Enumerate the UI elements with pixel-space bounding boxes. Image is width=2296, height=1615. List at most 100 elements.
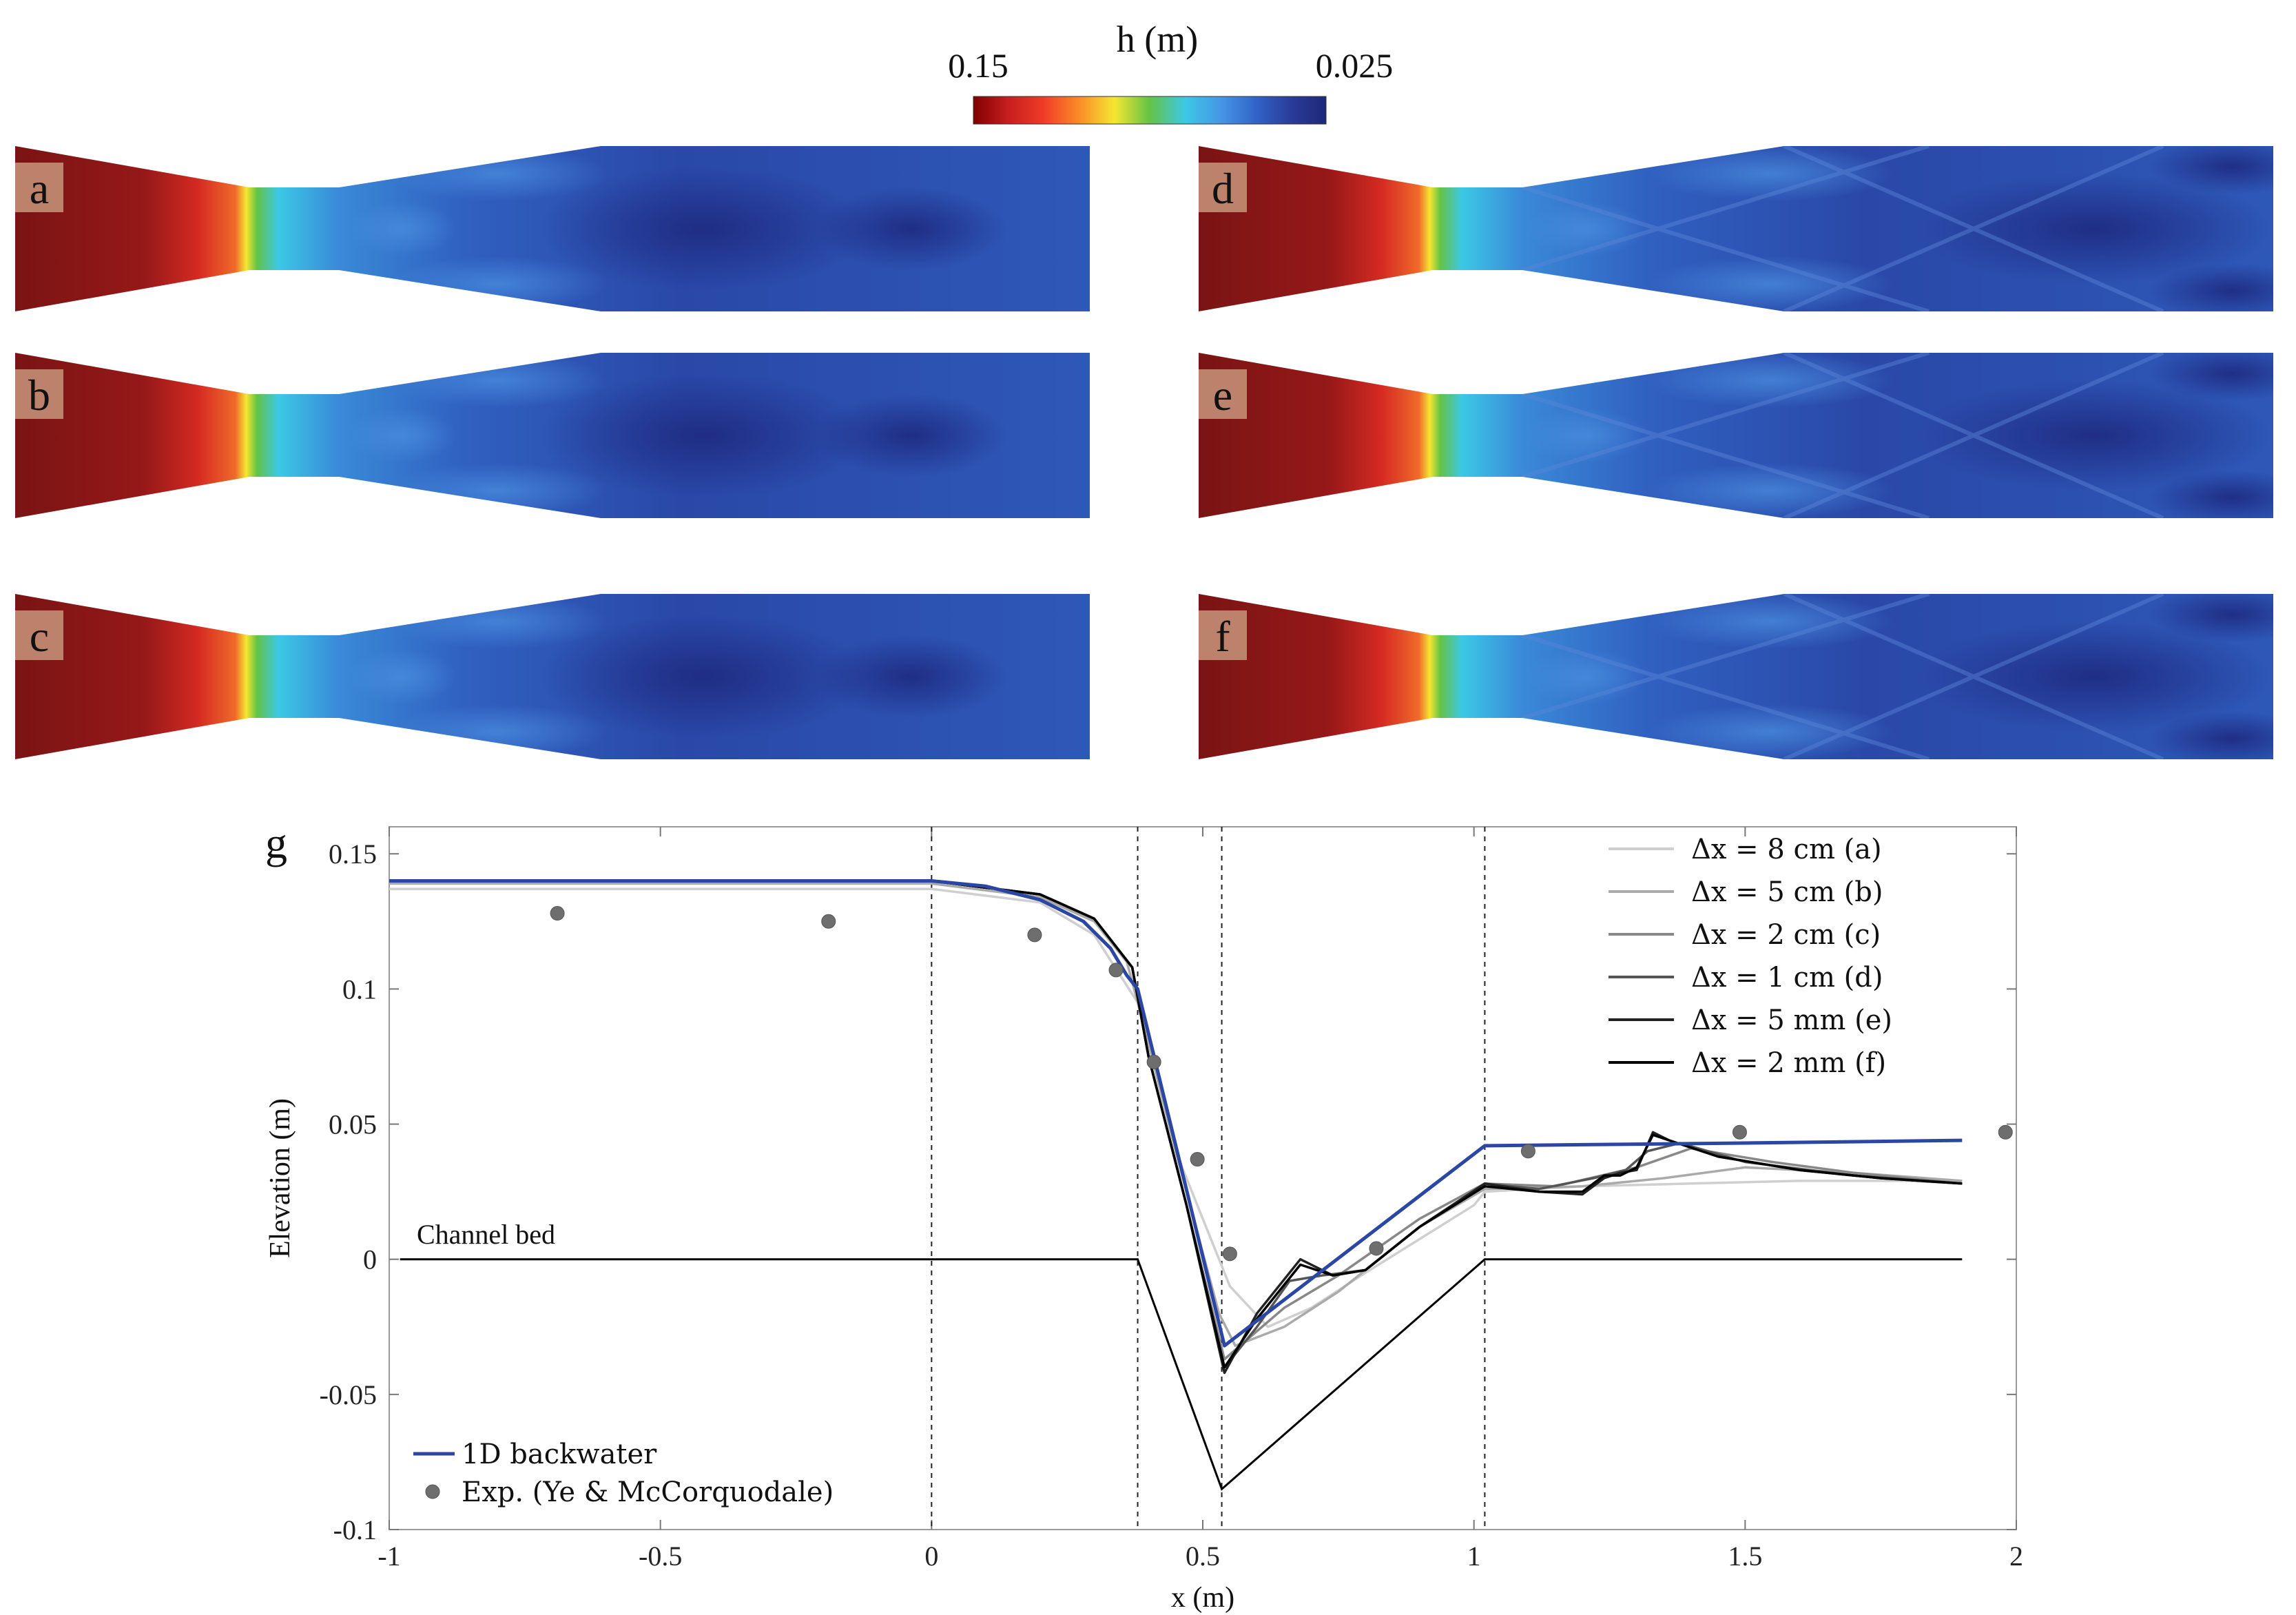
depth-contour	[814, 394, 1007, 477]
depth-contour	[387, 353, 608, 408]
plot-area	[389, 826, 2017, 1530]
depth-contour	[814, 635, 1007, 718]
depth-contour	[2149, 146, 2273, 194]
depth-contour	[2149, 470, 2273, 518]
x-ticks: -1 -0.5 0 0.5 1 1.5 2	[378, 827, 2023, 1572]
depth-contour	[1646, 146, 1894, 201]
depth-contour	[539, 615, 869, 739]
legend-label: 1D backwater	[462, 1439, 657, 1470]
series-lines	[389, 879, 1963, 1375]
depth-contour	[539, 167, 869, 291]
shock-waves	[1522, 353, 2164, 518]
colorbar: h (m) 0.15 0.025	[948, 19, 1394, 125]
y-tick-label: 0.15	[329, 839, 377, 870]
experimental-point	[1732, 1124, 1747, 1140]
depth-contour	[1915, 380, 2273, 491]
x-tick-label: -0.5	[639, 1541, 682, 1572]
y-ticks: 0.15 0.1 0.05 0 -0.05 -0.1	[320, 839, 2016, 1545]
depth-contour	[2149, 263, 2273, 311]
panel-tag-box	[1199, 163, 1247, 212]
x-tick-label: 2	[2009, 1541, 2023, 1572]
elevation-plot: g x (m) Elevation (m) -1 -0.5 0 0.5 1 1.5 2 0.…	[265, 819, 2023, 1614]
depth-contour	[1522, 201, 1646, 256]
experimental-point	[1027, 927, 1042, 943]
legend-label: Δx = 5 cm (b)	[1691, 876, 1883, 908]
series-line	[389, 882, 1963, 1347]
panel-label-c: c	[30, 612, 49, 661]
panel-tag-box	[15, 369, 63, 419]
depth-contour	[1915, 174, 2273, 284]
legend-reference: 1D backwater Exp. (Ye & McCorquodale)	[413, 1439, 834, 1508]
panel-tag-box	[15, 610, 63, 660]
depth-contour	[1646, 463, 1894, 518]
panel-label-g: g	[265, 819, 287, 867]
x-tick-label: 0	[924, 1541, 938, 1572]
x-tick-label: 1	[1467, 1541, 1481, 1572]
depth-contour	[387, 594, 608, 649]
channel-bed-label: Channel bed	[417, 1219, 555, 1250]
x-tick-label: 0.5	[1186, 1541, 1220, 1572]
panel-label-f: f	[1215, 612, 1230, 661]
section-lines	[931, 827, 1486, 1530]
x-axis-label: x (m)	[1171, 1582, 1234, 1614]
panel-c: c	[15, 594, 1090, 759]
panel-e: e	[1199, 353, 2273, 518]
y-tick-label: 0.05	[329, 1109, 377, 1140]
x-tick-label: -1	[378, 1541, 400, 1572]
experimental-point	[1146, 1054, 1161, 1069]
shock-waves	[1522, 146, 2164, 311]
panel-label-e: e	[1213, 371, 1232, 420]
experimental-point	[1998, 1124, 2013, 1140]
channel-bed-line	[400, 1258, 1963, 1491]
depth-contour	[346, 649, 456, 704]
y-axis-label: Elevation (m)	[265, 1098, 296, 1258]
depth-contour	[1522, 649, 1646, 704]
legend-label: Δx = 5 mm (e)	[1691, 1005, 1892, 1036]
depth-contour	[2149, 353, 2273, 401]
depth-contour	[2149, 594, 2273, 642]
experimental-point	[1222, 1246, 1237, 1262]
legend-marker	[425, 1484, 440, 1499]
panel-label-a: a	[30, 164, 49, 213]
experimental-point	[1108, 963, 1124, 978]
depth-contour	[2149, 711, 2273, 759]
legend-resolution: Δx = 8 cm (a) Δx = 5 cm (b) Δx = 2 cm (c) Δ…	[1609, 834, 1892, 1079]
depth-contour	[814, 187, 1007, 270]
experimental-point	[550, 906, 565, 921]
depth-contour	[387, 704, 608, 759]
panel-b: b	[15, 353, 1090, 518]
colorbar-max-label: 0.025	[1316, 46, 1394, 85]
experimental-points	[550, 906, 2013, 1262]
depth-contour	[346, 201, 456, 256]
depth-contour	[346, 408, 456, 463]
y-tick-label: 0.1	[342, 974, 377, 1005]
depth-contour	[1915, 621, 2273, 732]
series-line	[389, 887, 1963, 1328]
depth-panels: a b c d e f	[15, 146, 2273, 759]
legend-label: Δx = 2 cm (c)	[1691, 919, 1881, 951]
panel-label-b: b	[28, 371, 50, 420]
depth-contour	[1646, 704, 1894, 759]
depth-contour	[1646, 353, 1894, 408]
experimental-point	[1369, 1241, 1384, 1256]
panel-f: f	[1199, 594, 2273, 759]
panel-d: d	[1199, 146, 2273, 311]
depth-contour	[387, 146, 608, 201]
panel-a: a	[15, 146, 1090, 311]
panel-label-d: d	[1212, 164, 1234, 213]
depth-contour	[387, 256, 608, 311]
y-tick-label: 0	[363, 1244, 377, 1275]
legend-label: Exp. (Ye & McCorquodale)	[462, 1477, 834, 1508]
legend-label: Δx = 2 mm (f)	[1691, 1047, 1886, 1079]
depth-contour	[1522, 408, 1646, 463]
x-tick-label: 1.5	[1728, 1541, 1762, 1572]
panel-tag-box	[1199, 369, 1247, 419]
shock-waves	[1522, 594, 2164, 759]
depth-contour	[387, 463, 608, 518]
depth-contour	[1646, 594, 1894, 649]
panel-tag-box	[15, 163, 63, 212]
colorbar-min-label: 0.15	[948, 46, 1009, 85]
series-line	[389, 879, 1963, 1369]
experimental-point	[821, 914, 836, 929]
